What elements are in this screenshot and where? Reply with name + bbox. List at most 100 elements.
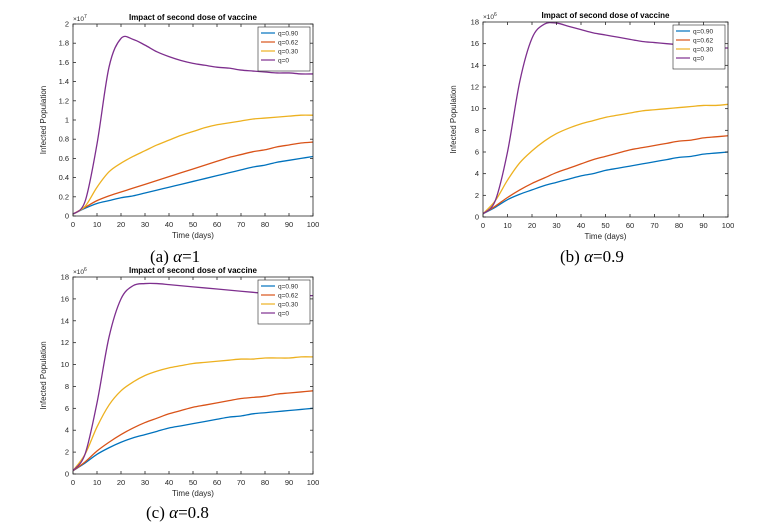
x-tick-label: 70 — [237, 478, 245, 487]
y-tick-label: 14 — [61, 316, 69, 325]
x-tick-label: 100 — [307, 220, 320, 229]
x-tick-label: 30 — [552, 221, 560, 230]
y-tick-label: 1.4 — [59, 77, 69, 86]
y-tick-label: 10 — [61, 360, 69, 369]
caption-alpha: α — [169, 503, 179, 522]
y-tick-label: 0 — [65, 470, 69, 479]
series-line-q=0 — [73, 35, 313, 215]
y-tick-label: 18 — [471, 18, 479, 27]
legend-label: q=0 — [278, 58, 289, 65]
series-line-q=0.90 — [73, 155, 313, 215]
legend-label: q=0.30 — [278, 49, 298, 56]
y-exponent-label: ×106 — [73, 267, 87, 276]
legend-label: q=0.30 — [278, 302, 298, 309]
y-tick-label: 14 — [471, 61, 479, 70]
chart-title: Impact of second dose of vaccine — [129, 266, 258, 275]
y-axis-label: Infected Population — [449, 85, 458, 154]
y-tick-label: 2 — [65, 20, 69, 29]
chart-panel-c: 0 10 20 30 40 50 60 70 80 90 100 0 2 4 6 8 10 12 14 16 18 ×10… — [30, 265, 330, 505]
y-tick-label: 6 — [65, 404, 69, 413]
x-tick-label: 30 — [141, 478, 149, 487]
y-tick-label: 16 — [471, 39, 479, 48]
legend-label: q=0.62 — [693, 38, 713, 45]
series-line-q=0.30 — [73, 114, 313, 215]
x-axis-label: Time (days) — [172, 231, 214, 240]
legend-label: q=0.90 — [278, 284, 298, 291]
x-tick-label: 10 — [93, 478, 101, 487]
x-tick-label: 100 — [307, 478, 320, 487]
caption-c: (c) α=0.8 — [146, 503, 209, 523]
legend-label: q=0.62 — [278, 40, 298, 47]
x-tick-label: 40 — [577, 221, 585, 230]
y-tick-label: 4 — [475, 169, 479, 178]
y-tick-label: 16 — [61, 294, 69, 303]
x-tick-label: 40 — [165, 478, 173, 487]
x-tick-label: 50 — [189, 478, 197, 487]
y-tick-label: 6 — [475, 148, 479, 157]
chart-panel-a: 0 10 20 30 40 50 60 70 80 90 100 0 0.2 0.4 0.6 0.8 1 1.2 1… — [30, 8, 330, 253]
series-line-q=0.62 — [73, 390, 313, 472]
y-axis-label: Infected Population — [39, 341, 48, 410]
y-tick-label: 0.8 — [59, 135, 69, 144]
x-tick-label: 90 — [285, 478, 293, 487]
caption-value: =1 — [182, 247, 201, 266]
x-tick-label: 0 — [481, 221, 485, 230]
y-exponent-value: 6 — [84, 267, 87, 273]
y-axis-label: Infected Population — [39, 86, 48, 155]
y-tick-label: 1.6 — [59, 58, 69, 67]
x-tick-label: 20 — [528, 221, 536, 230]
chart-a: 0 10 20 30 40 50 60 70 80 90 100 0 0.2 0.4 0.6 0.8 1 1.2 1… — [39, 13, 320, 240]
y-tick-label: 0 — [475, 213, 479, 222]
y-tick-label: 18 — [61, 273, 69, 282]
y-tick-label: 0 — [65, 212, 69, 221]
x-tick-label: 20 — [117, 478, 125, 487]
x-tick-label: 90 — [699, 221, 707, 230]
chart-title: Impact of second dose of vaccine — [541, 11, 670, 20]
x-tick-label: 60 — [626, 221, 634, 230]
y-tick-label: 1 — [65, 116, 69, 125]
x-tick-label: 0 — [71, 478, 75, 487]
chart-b: 0 10 20 30 40 50 60 70 80 90 100 0 2 4 6 8 10 12 14 16 18 ×10… — [449, 11, 735, 241]
caption-value: =0.9 — [593, 247, 624, 266]
x-tick-label: 50 — [601, 221, 609, 230]
x-tick-label: 100 — [722, 221, 735, 230]
legend-label: q=0.90 — [693, 29, 713, 36]
y-exponent-label: ×107 — [73, 14, 87, 23]
y-tick-label: 8 — [475, 126, 479, 135]
legend-box — [672, 24, 726, 70]
series-group — [73, 282, 313, 472]
x-tick-label: 80 — [261, 220, 269, 229]
caption-alpha: α — [173, 247, 183, 266]
legend: q=0.90 q=0.62 q=0.30 q=0 — [257, 26, 311, 72]
x-tick-label: 40 — [165, 220, 173, 229]
series-line-q=0.30 — [483, 103, 728, 215]
caption-prefix: (c) — [146, 503, 165, 522]
x-tick-label: 90 — [285, 220, 293, 229]
x-tick-label: 70 — [650, 221, 658, 230]
legend: q=0.90 q=0.62 q=0.30 q=0 — [672, 24, 726, 70]
series-line-q=0.62 — [483, 135, 728, 215]
chart-panel-b: 0 10 20 30 40 50 60 70 80 90 100 0 2 4 6 8 10 12 14 16 18 ×10… — [440, 10, 740, 250]
x-axis-label: Time (days) — [172, 489, 214, 498]
x-tick-label: 10 — [93, 220, 101, 229]
chart-c: 0 10 20 30 40 50 60 70 80 90 100 0 2 4 6 8 10 12 14 16 18 ×10… — [39, 266, 320, 498]
legend: q=0.90 q=0.62 q=0.30 q=0 — [257, 279, 311, 325]
x-tick-label: 60 — [213, 478, 221, 487]
legend-label: q=0 — [693, 56, 704, 63]
caption-b: (b) α=0.9 — [560, 247, 624, 267]
caption-alpha: α — [584, 247, 594, 266]
y-tick-label: 2 — [475, 191, 479, 200]
y-tick-label: 8 — [65, 382, 69, 391]
x-tick-label: 50 — [189, 220, 197, 229]
series-line-q=0.62 — [73, 141, 313, 215]
y-tick-label: 4 — [65, 426, 69, 435]
series-line-q=0.90 — [73, 407, 313, 472]
legend-label: q=0 — [278, 311, 289, 318]
legend-label: q=0.30 — [693, 47, 713, 54]
caption-a: (a) α=1 — [150, 247, 200, 267]
x-tick-label: 10 — [503, 221, 511, 230]
series-group — [483, 22, 728, 215]
x-tick-label: 60 — [213, 220, 221, 229]
x-tick-label: 80 — [675, 221, 683, 230]
x-axis-label: Time (days) — [585, 232, 627, 241]
